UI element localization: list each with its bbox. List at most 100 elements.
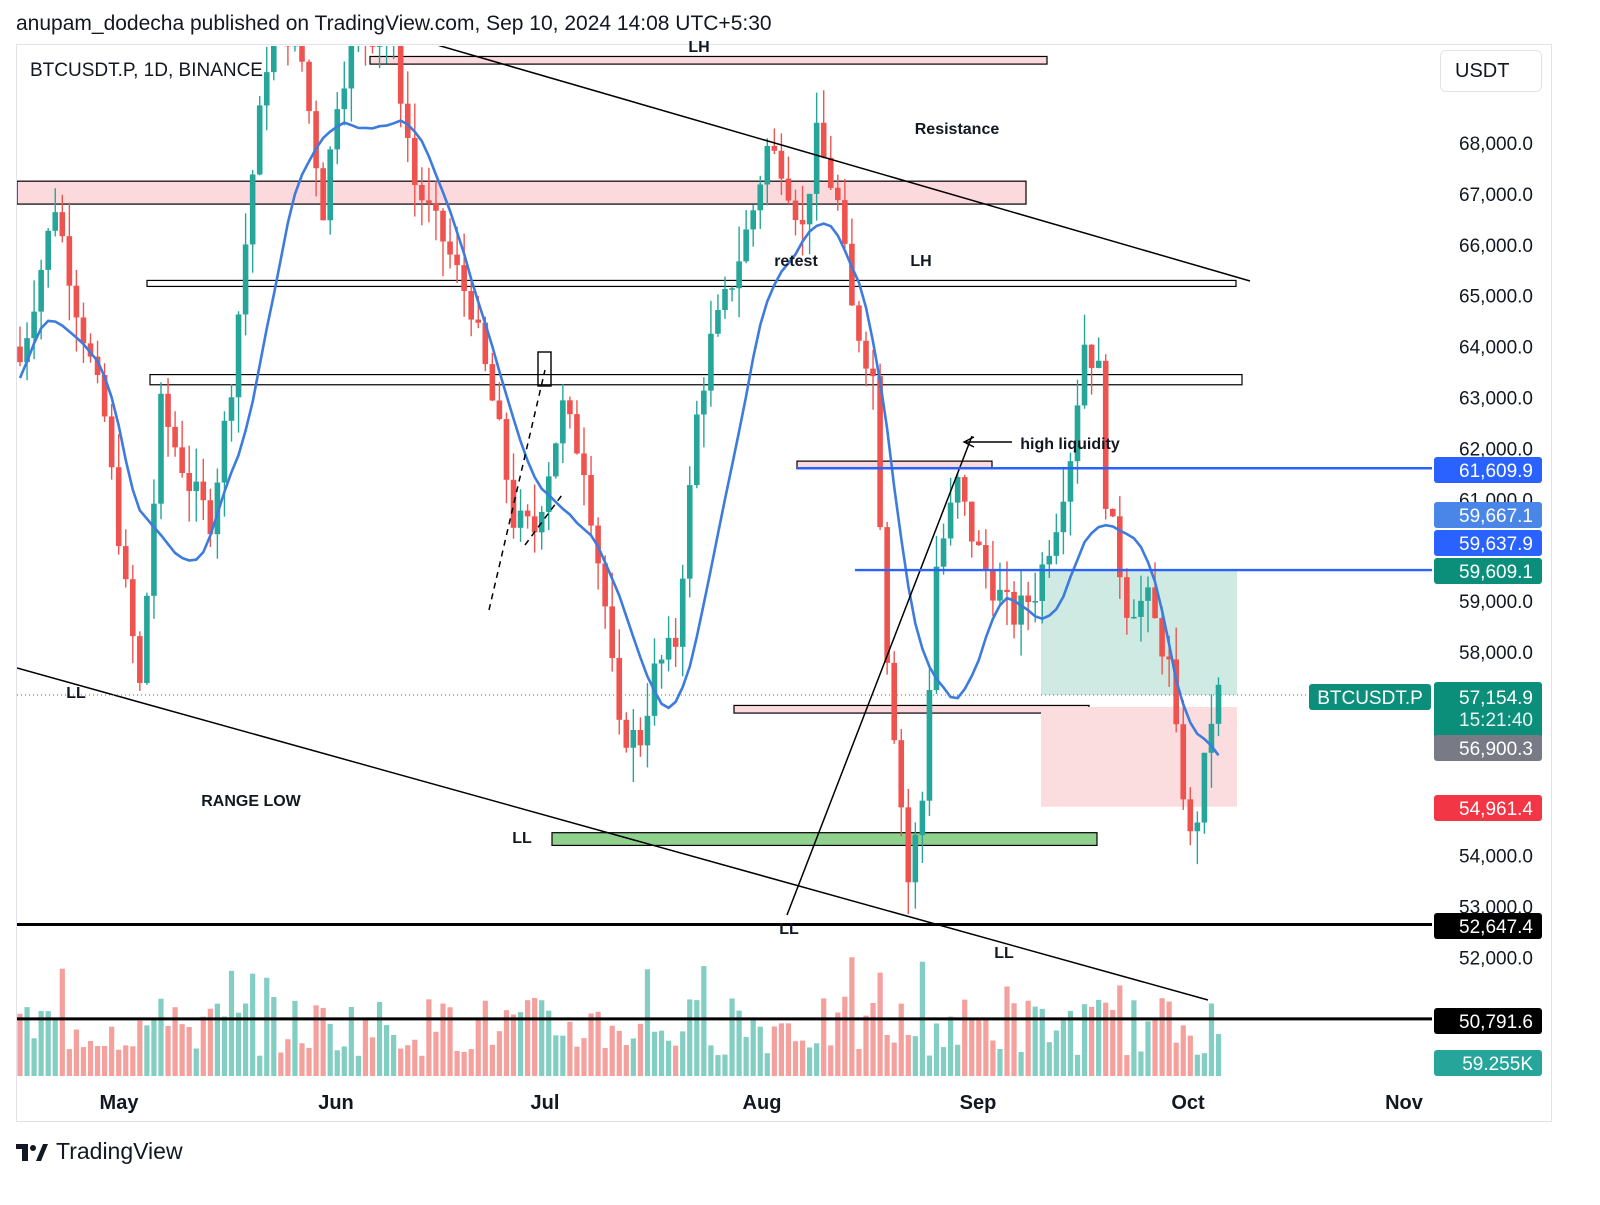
y-tick-label: 59,000.0 xyxy=(1459,592,1533,613)
candle-down xyxy=(130,579,136,637)
candle-down xyxy=(849,243,855,306)
candle-down xyxy=(531,516,538,533)
volume-bar xyxy=(327,1023,333,1076)
candle-up xyxy=(947,502,954,539)
volume-bar xyxy=(743,1036,749,1076)
volume-bar xyxy=(1180,1025,1186,1076)
candle-up xyxy=(1131,616,1137,619)
volume-bar xyxy=(1018,1051,1024,1076)
volume-bar xyxy=(1138,1051,1144,1076)
price-tag xyxy=(1434,682,1542,740)
volume-bar xyxy=(666,1040,672,1076)
volume-bar xyxy=(1039,1008,1045,1076)
candle-down xyxy=(609,606,615,659)
volume-bar xyxy=(1081,1004,1088,1076)
volume-bar xyxy=(602,1047,608,1076)
zone-supply xyxy=(17,180,1027,205)
stop-zone xyxy=(1041,707,1237,807)
candle-up xyxy=(658,659,665,664)
candle-down xyxy=(172,426,178,448)
volume-bar xyxy=(962,999,968,1076)
price-tag xyxy=(1434,502,1542,528)
volume-bar xyxy=(658,1030,665,1076)
volume-bar xyxy=(997,1049,1003,1076)
price-tag-label: 57,154.9 xyxy=(1459,688,1533,709)
candle-down xyxy=(115,467,122,547)
volume-bar xyxy=(123,1045,129,1076)
volume-bar xyxy=(235,1012,242,1076)
candle-up xyxy=(1039,564,1046,601)
volume-bar xyxy=(1194,1054,1200,1076)
candle-up xyxy=(736,261,742,289)
candle-down xyxy=(404,103,411,138)
candle-down xyxy=(581,453,587,476)
candle-down xyxy=(891,662,897,741)
volume-bar xyxy=(539,1000,545,1076)
volume-bar xyxy=(59,968,65,1076)
volume-bar xyxy=(1060,1019,1066,1076)
volume-bar xyxy=(454,1051,460,1076)
volume-bar xyxy=(419,1055,425,1076)
volume-bar xyxy=(637,1023,643,1076)
candle-up xyxy=(764,145,771,185)
candle-down xyxy=(363,19,369,34)
candle-down xyxy=(1102,360,1109,509)
y-tick-label: 67,000.0 xyxy=(1459,185,1533,206)
volume-bar xyxy=(278,1052,284,1076)
volume-bar xyxy=(799,1040,806,1076)
candle-down xyxy=(440,210,446,242)
volume-bar xyxy=(355,1055,361,1076)
annotation-label: retest xyxy=(774,253,818,270)
candle-down xyxy=(799,220,806,225)
candle-up xyxy=(334,109,341,150)
volume-bar xyxy=(320,1007,326,1076)
volume-bar xyxy=(80,1047,87,1076)
candle-up xyxy=(560,400,566,444)
volume-bar xyxy=(588,1013,594,1076)
volume-bar xyxy=(292,1000,298,1076)
volume-bar xyxy=(1208,1003,1215,1076)
candle-up xyxy=(391,34,397,44)
volume-bar xyxy=(933,1023,940,1076)
volume-bar xyxy=(1145,1021,1151,1076)
volume-bar xyxy=(193,1048,199,1076)
volume-bar xyxy=(567,1021,573,1076)
candles xyxy=(17,19,1222,915)
volume-bar xyxy=(694,1000,700,1076)
zone-level xyxy=(146,279,1237,288)
candle-down xyxy=(1124,577,1130,618)
volume-bar xyxy=(503,1010,510,1076)
annotation-label: LL xyxy=(66,685,86,702)
candle-up xyxy=(926,690,933,801)
volume-bar xyxy=(461,1051,467,1076)
candle-up xyxy=(1138,600,1144,617)
volume-bar xyxy=(31,1038,37,1076)
volume-bar xyxy=(214,1003,220,1076)
candle-up xyxy=(221,420,228,483)
candle-down xyxy=(602,563,608,607)
volume-bar xyxy=(102,1045,108,1076)
zone-level xyxy=(149,373,1243,386)
candle-up xyxy=(45,230,51,270)
currency-selector[interactable]: USDT xyxy=(1440,50,1542,92)
volume-bar xyxy=(1201,1053,1207,1076)
candle-up xyxy=(384,44,390,46)
candle-up xyxy=(31,311,37,339)
footer-brand[interactable]: TradingView xyxy=(16,1138,183,1165)
candle-up xyxy=(644,715,651,746)
volume-bar xyxy=(680,1031,686,1076)
volume-bar xyxy=(828,1045,834,1076)
volume-bar xyxy=(1173,1042,1179,1076)
candle-up xyxy=(1018,595,1024,625)
volume-bar xyxy=(525,1000,531,1076)
volume-bar xyxy=(496,1031,502,1076)
volume-bar xyxy=(489,1044,495,1076)
volume-bar xyxy=(1032,1006,1038,1076)
candle-down xyxy=(461,265,467,292)
candle-up xyxy=(553,443,559,477)
candle-down xyxy=(1166,656,1172,660)
volume-bar xyxy=(948,1016,954,1076)
candle-down xyxy=(976,541,982,546)
volume-bar xyxy=(1131,1000,1137,1076)
